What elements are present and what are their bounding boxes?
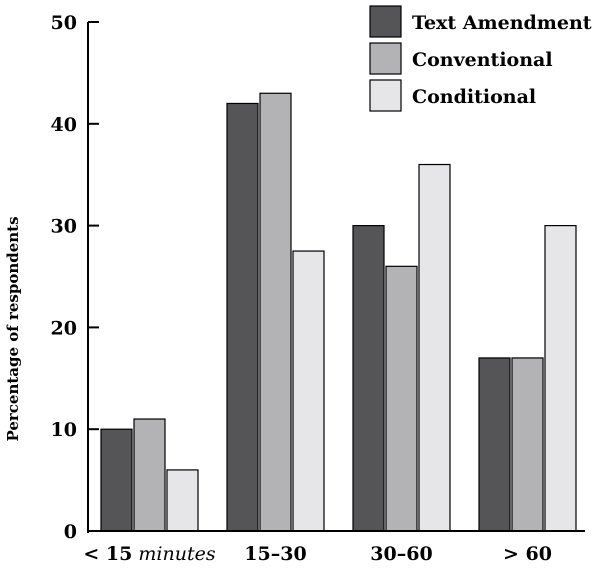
- bar: [259, 92, 292, 532]
- x-category-main: 30–60: [370, 543, 432, 565]
- legend: Text Amendment Conventional Conditional: [369, 5, 592, 112]
- bar: [511, 357, 544, 532]
- bar: [166, 469, 199, 532]
- bars-group: [100, 92, 577, 532]
- x-category-label: < 15 minutes: [83, 543, 215, 565]
- y-tick-label: 50: [51, 12, 77, 34]
- axes-group: [87, 22, 585, 533]
- x-category-main: > 60: [503, 543, 552, 565]
- x-category-label: > 60: [503, 543, 552, 565]
- legend-label: Text Amendment: [412, 12, 592, 34]
- y-tick-label: 40: [51, 114, 77, 136]
- x-category-label: 30–60: [370, 543, 432, 565]
- y-tick-label: 0: [64, 521, 77, 543]
- bar: [100, 428, 133, 532]
- y-tick-label: 10: [51, 419, 77, 441]
- bar: [133, 418, 166, 532]
- y-tick-label: 20: [51, 317, 77, 339]
- x-category-label: 15–30: [244, 543, 306, 565]
- bar: [385, 265, 418, 532]
- y-tick-label: 30: [51, 216, 77, 238]
- legend-label: Conditional: [412, 86, 536, 108]
- bar: [352, 225, 385, 532]
- x-category-suffix: minutes: [132, 543, 215, 565]
- bar: [418, 163, 451, 532]
- legend-swatch: [369, 42, 402, 75]
- bar: [226, 102, 259, 532]
- bar: [544, 225, 577, 532]
- legend-label: Conventional: [412, 49, 553, 71]
- y-axis-title: Percentage of respondents: [4, 216, 22, 441]
- x-labels-group: < 15 minutes 15–30 30–60 > 60: [83, 543, 552, 565]
- x-category-main: 15–30: [244, 543, 306, 565]
- x-category-main: < 15: [83, 543, 132, 565]
- legend-swatch: [369, 79, 402, 112]
- y-ticks-group: 0 10 20 30 40 50: [51, 12, 99, 543]
- bar: [478, 357, 511, 532]
- legend-swatch: [369, 5, 402, 38]
- bar: [292, 250, 325, 532]
